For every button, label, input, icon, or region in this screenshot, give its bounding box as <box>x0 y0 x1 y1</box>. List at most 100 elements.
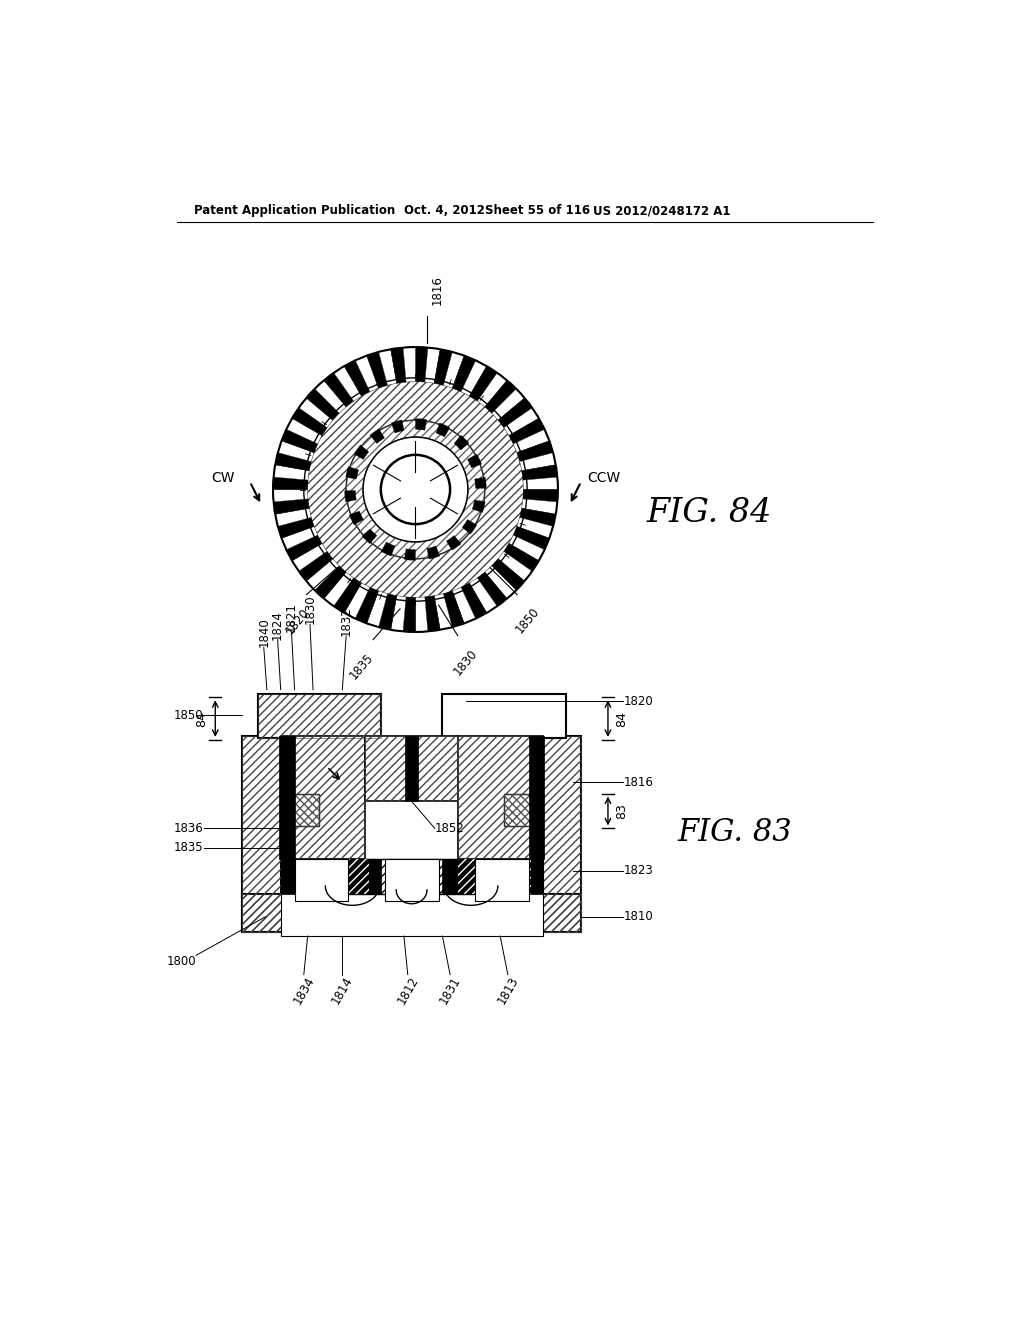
Text: 1836: 1836 <box>174 822 204 834</box>
Wedge shape <box>425 595 440 631</box>
Wedge shape <box>306 558 339 590</box>
Text: 84: 84 <box>195 710 208 726</box>
Wedge shape <box>344 360 370 396</box>
Wedge shape <box>484 380 516 413</box>
Wedge shape <box>391 420 404 433</box>
Wedge shape <box>391 595 407 631</box>
Bar <box>442 693 565 738</box>
Text: 1812: 1812 <box>394 974 421 1007</box>
Wedge shape <box>314 566 346 599</box>
Text: 1823: 1823 <box>624 865 653 878</box>
Wedge shape <box>278 517 314 539</box>
Bar <box>442 859 543 894</box>
Wedge shape <box>462 520 477 535</box>
Text: 1824: 1824 <box>271 610 284 640</box>
Wedge shape <box>472 500 485 512</box>
Wedge shape <box>427 546 439 560</box>
Bar <box>281 859 381 894</box>
Wedge shape <box>299 397 333 428</box>
Bar <box>290 793 319 826</box>
Wedge shape <box>278 441 314 462</box>
Bar <box>366 737 458 801</box>
Wedge shape <box>523 477 558 490</box>
Wedge shape <box>282 429 317 453</box>
Wedge shape <box>344 583 370 619</box>
Wedge shape <box>425 347 440 383</box>
Bar <box>296 859 370 894</box>
Wedge shape <box>275 508 311 527</box>
Wedge shape <box>355 587 379 623</box>
Wedge shape <box>324 572 353 606</box>
Wedge shape <box>354 445 369 459</box>
Text: 1835: 1835 <box>174 841 204 854</box>
Text: 1821: 1821 <box>285 602 298 632</box>
Wedge shape <box>434 350 453 385</box>
Wedge shape <box>379 350 396 385</box>
Text: 1816: 1816 <box>431 275 443 305</box>
Wedge shape <box>436 422 450 437</box>
Bar <box>258 693 381 738</box>
Bar <box>243 894 581 932</box>
Wedge shape <box>517 517 553 539</box>
Wedge shape <box>498 397 532 428</box>
Text: Oct. 4, 2012: Oct. 4, 2012 <box>403 205 484 218</box>
Wedge shape <box>453 355 476 392</box>
Bar <box>543 737 581 932</box>
Wedge shape <box>477 572 507 606</box>
Bar <box>458 737 543 859</box>
Polygon shape <box>406 737 418 801</box>
Wedge shape <box>391 347 407 383</box>
Bar <box>243 894 581 932</box>
Wedge shape <box>474 478 486 488</box>
Text: 1831: 1831 <box>437 974 463 1007</box>
Wedge shape <box>306 389 339 420</box>
Text: 1830: 1830 <box>303 594 316 624</box>
Wedge shape <box>381 543 395 556</box>
Wedge shape <box>324 372 353 407</box>
Wedge shape <box>443 352 464 388</box>
Wedge shape <box>509 418 545 444</box>
Wedge shape <box>521 465 557 480</box>
Text: 1800: 1800 <box>166 956 196 969</box>
Wedge shape <box>443 591 464 627</box>
Bar <box>475 859 528 902</box>
Wedge shape <box>416 597 428 632</box>
Wedge shape <box>469 366 498 401</box>
Wedge shape <box>282 527 317 549</box>
Text: Patent Application Publication: Patent Application Publication <box>194 205 395 218</box>
Text: CCW: CCW <box>588 471 621 484</box>
Wedge shape <box>404 549 416 561</box>
Text: CW: CW <box>211 471 234 484</box>
Circle shape <box>364 437 468 541</box>
Wedge shape <box>468 454 481 469</box>
Bar <box>281 737 366 859</box>
Bar <box>366 737 458 801</box>
Wedge shape <box>273 465 309 480</box>
Bar <box>243 737 281 932</box>
Wedge shape <box>513 527 549 549</box>
Wedge shape <box>367 352 387 388</box>
Text: US 2012/0248172 A1: US 2012/0248172 A1 <box>593 205 730 218</box>
Wedge shape <box>434 594 453 630</box>
Wedge shape <box>519 508 556 527</box>
Text: 83: 83 <box>615 803 629 818</box>
Bar <box>281 737 366 859</box>
Wedge shape <box>346 466 358 479</box>
Bar <box>281 859 543 936</box>
Wedge shape <box>519 453 556 471</box>
Text: 1835: 1835 <box>347 651 376 682</box>
Wedge shape <box>504 408 539 436</box>
Wedge shape <box>379 594 396 630</box>
Bar <box>543 737 581 932</box>
Wedge shape <box>484 566 516 599</box>
Wedge shape <box>299 552 333 581</box>
Wedge shape <box>314 380 346 413</box>
Bar <box>290 793 319 826</box>
Wedge shape <box>521 499 557 515</box>
Text: 84: 84 <box>615 710 629 726</box>
Text: 1810: 1810 <box>624 911 653 924</box>
Wedge shape <box>509 535 545 561</box>
Text: 1816: 1816 <box>624 776 653 788</box>
Bar <box>504 793 534 826</box>
Wedge shape <box>469 578 498 612</box>
